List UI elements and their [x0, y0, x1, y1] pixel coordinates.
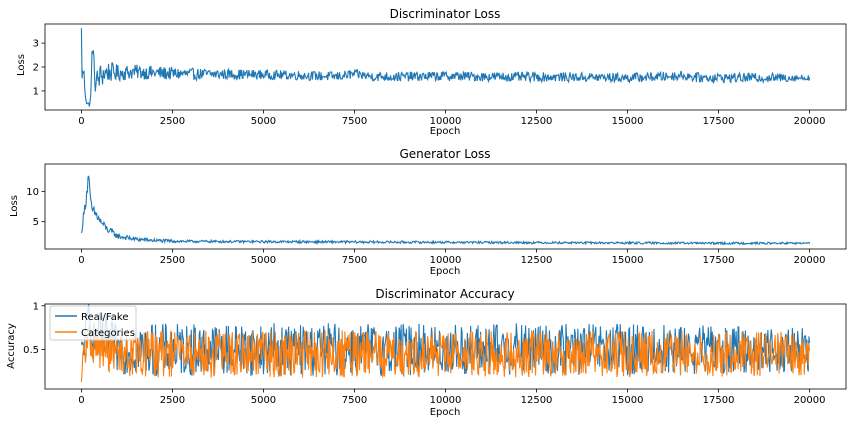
series-line-categories — [80, 325, 811, 383]
x-tick-label: 10000 — [430, 116, 462, 127]
x-tick-label: 7500 — [342, 395, 367, 406]
y-tick-label: 3 — [33, 39, 39, 50]
discriminator-accuracy-panel: Discriminator Accuracy Epoch Accuracy 0 2… — [6, 287, 847, 418]
x-tick-label: 12500 — [521, 395, 553, 406]
x-tick-label: 17500 — [703, 395, 735, 406]
generator-loss-panel: Generator Loss Epoch Loss 0 2500 5000 7500 1… — [9, 147, 847, 277]
discriminator-loss-panel: Discriminator Loss Epoch Loss 0 2500 5000 7… — [16, 7, 847, 137]
chart-title: Discriminator Accuracy — [375, 287, 514, 301]
x-tick-label: 0 — [78, 116, 84, 127]
y-tick-label: 10 — [26, 187, 39, 198]
x-tick-label: 0 — [78, 255, 84, 266]
x-tick-label: 20000 — [794, 255, 826, 266]
chart-title: Generator Loss — [399, 147, 490, 161]
series-line-loss — [80, 28, 811, 107]
x-axis-label: Epoch — [430, 126, 461, 137]
x-tick-label: 0 — [78, 395, 84, 406]
x-tick-label: 15000 — [612, 116, 644, 127]
x-axis-label: Epoch — [430, 407, 461, 418]
x-axis-label: Epoch — [430, 266, 461, 277]
x-tick-label: 17500 — [703, 255, 735, 266]
x-tick-label: 20000 — [794, 395, 826, 406]
legend-label-real-fake: Real/Fake — [81, 312, 128, 323]
y-tick-label: 5 — [33, 217, 39, 228]
x-tick-label: 5000 — [251, 116, 276, 127]
x-tick-label: 5000 — [251, 395, 276, 406]
x-tick-label: 17500 — [703, 116, 735, 127]
x-tick-label: 12500 — [521, 116, 553, 127]
x-tick-label: 7500 — [342, 116, 367, 127]
plot-frame — [44, 23, 847, 111]
x-tick-label: 7500 — [342, 255, 367, 266]
x-tick-label: 2500 — [160, 395, 185, 406]
y-axis-label: Loss — [9, 195, 20, 217]
y-tick-label: 2 — [33, 63, 39, 74]
plot-frame — [44, 163, 847, 250]
x-tick-label: 20000 — [794, 116, 826, 127]
x-tick-label: 15000 — [612, 395, 644, 406]
x-tick-label: 15000 — [612, 255, 644, 266]
series-line-loss — [80, 175, 811, 246]
x-tick-label: 5000 — [251, 255, 276, 266]
x-tick-label: 10000 — [430, 395, 462, 406]
x-tick-label: 2500 — [160, 116, 185, 127]
y-tick-label: 1 — [33, 86, 39, 97]
legend-label-categories: Categories — [81, 328, 135, 339]
y-axis-label: Accuracy — [6, 323, 17, 369]
chart-title: Discriminator Loss — [390, 7, 501, 21]
y-tick-label: 1 — [33, 301, 39, 312]
x-tick-label: 12500 — [521, 255, 553, 266]
legend: Real/Fake Categories — [49, 305, 137, 341]
y-axis-label: Loss — [16, 54, 27, 76]
x-tick-label: 2500 — [160, 255, 185, 266]
x-tick-label: 10000 — [430, 255, 462, 266]
y-tick-label: 0.5 — [23, 345, 39, 356]
